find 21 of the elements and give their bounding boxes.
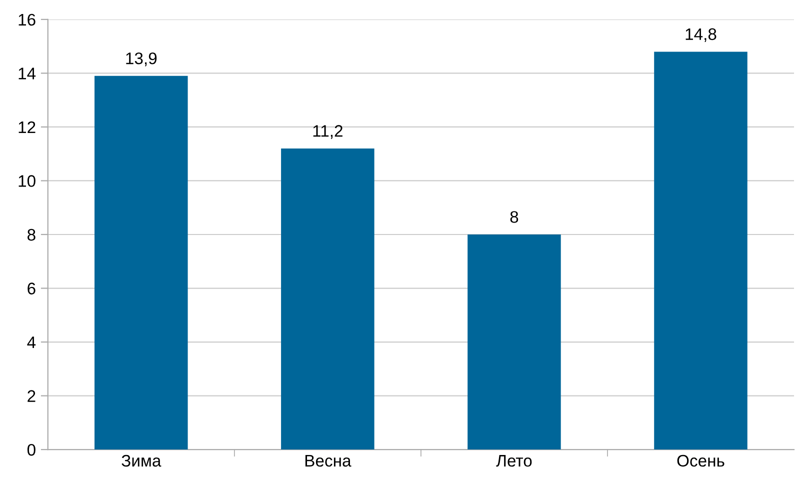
bar: [654, 52, 748, 450]
y-tick-label: 6: [28, 282, 36, 294]
y-tick-label: 16: [18, 14, 36, 26]
y-tick-label: 14: [18, 68, 36, 80]
data-label: 11,2: [313, 125, 342, 139]
bar: [468, 234, 561, 450]
data-label: 13,9: [126, 52, 157, 66]
x-tick-label: Зима: [122, 454, 162, 467]
y-tick-label: 8: [28, 228, 36, 241]
y-tick-label: 12: [18, 121, 36, 134]
y-tick-label: 0: [27, 444, 36, 456]
data-label: 14,8: [686, 28, 716, 42]
x-tick-label: Осень: [677, 454, 724, 467]
data-label: 8: [510, 211, 518, 223]
y-tick-label: 2: [28, 390, 36, 402]
x-tick-label: Лето: [496, 455, 532, 467]
bar: [281, 148, 374, 450]
x-tick-label: Весна: [305, 455, 352, 467]
bar: [94, 76, 188, 450]
y-tick-label: 4: [27, 336, 36, 348]
y-tick-label: 10: [18, 175, 36, 187]
